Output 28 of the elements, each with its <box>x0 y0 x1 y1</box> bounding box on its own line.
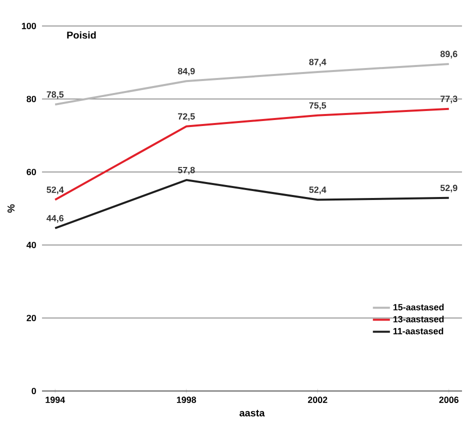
y-tick-label: 20 <box>26 314 36 322</box>
legend-label: 11-aastased <box>393 328 444 334</box>
data-label: 84,9 <box>178 68 195 76</box>
x-tick-label: 2006 <box>439 396 459 403</box>
data-label: 52,4 <box>46 186 64 194</box>
data-label: 52,9 <box>440 184 458 192</box>
y-axis-title: % <box>8 204 15 213</box>
x-tick-label: 1998 <box>176 396 196 403</box>
data-label: 52,4 <box>309 186 326 194</box>
legend-label: 15-aastased <box>393 304 444 310</box>
data-label: 77,3 <box>440 96 458 104</box>
x-tick-label: 1994 <box>46 396 66 403</box>
data-label: 72,5 <box>178 113 195 121</box>
y-tick-label: 0 <box>32 388 36 394</box>
y-tick-label: 40 <box>26 242 36 248</box>
data-label: 78,5 <box>46 91 64 99</box>
x-tick-label: 2002 <box>308 396 328 403</box>
chart-title: Poisid <box>67 31 96 39</box>
y-tick-label: 100 <box>22 22 36 30</box>
data-label: 44,6 <box>46 215 64 223</box>
data-label: 89,6 <box>440 50 458 58</box>
legend-label: 13-aastased <box>393 316 444 322</box>
data-label: 75,5 <box>309 102 326 110</box>
y-tick-label: 60 <box>26 168 36 176</box>
data-label: 57,8 <box>178 166 195 175</box>
y-tick-label: 80 <box>26 96 36 102</box>
x-axis-title: aasta <box>240 410 265 416</box>
data-label: 87,4 <box>309 58 326 66</box>
